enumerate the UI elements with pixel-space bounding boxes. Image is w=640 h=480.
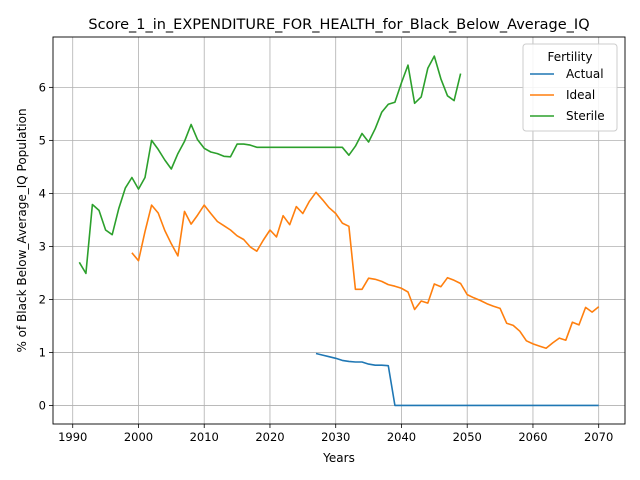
x-tick-label: 2060 [518,430,547,444]
y-tick-label: 3 [39,239,46,253]
x-tick-label: 2030 [321,430,350,444]
x-tick-label: 2040 [387,430,416,444]
series-lines [78,55,600,407]
y-axis: 0 1 2 3 4 5 6 [39,80,53,412]
legend-label-sterile: Sterile [566,109,605,123]
legend-label-actual: Actual [566,67,604,81]
chart-title: Score_1_in_EXPENDITURE_FOR_HEALTH_for_Bl… [88,17,589,33]
y-tick-label: 1 [39,345,46,359]
legend: Fertility Actual Ideal Sterile [522,43,618,132]
y-tick-label: 5 [39,133,46,147]
grid [53,37,625,424]
y-tick-label: 6 [39,80,46,94]
y-tick-label: 4 [39,186,46,200]
x-tick-label: 2000 [124,430,153,444]
series-line-sterile [78,55,462,275]
plot-frame [52,36,626,425]
legend-box [522,43,618,132]
x-axis-label: Years [322,451,355,465]
x-tick-label: 2050 [453,430,482,444]
x-axis: 1990 2000 2010 2020 2030 2040 2050 2060 2070 [58,424,613,444]
y-axis-label: % of Black Below_Average_IQ Population [15,108,29,352]
x-tick-label: 2020 [255,430,284,444]
series-line-actual [315,352,599,407]
x-tick-label: 2010 [190,430,219,444]
y-tick-label: 2 [39,292,46,306]
y-tick-label: 0 [39,398,46,412]
series-line-ideal [131,191,600,349]
legend-label-ideal: Ideal [566,88,595,102]
x-tick-label: 1990 [58,430,87,444]
x-tick-label: 2070 [584,430,613,444]
legend-title: Fertility [547,50,592,64]
